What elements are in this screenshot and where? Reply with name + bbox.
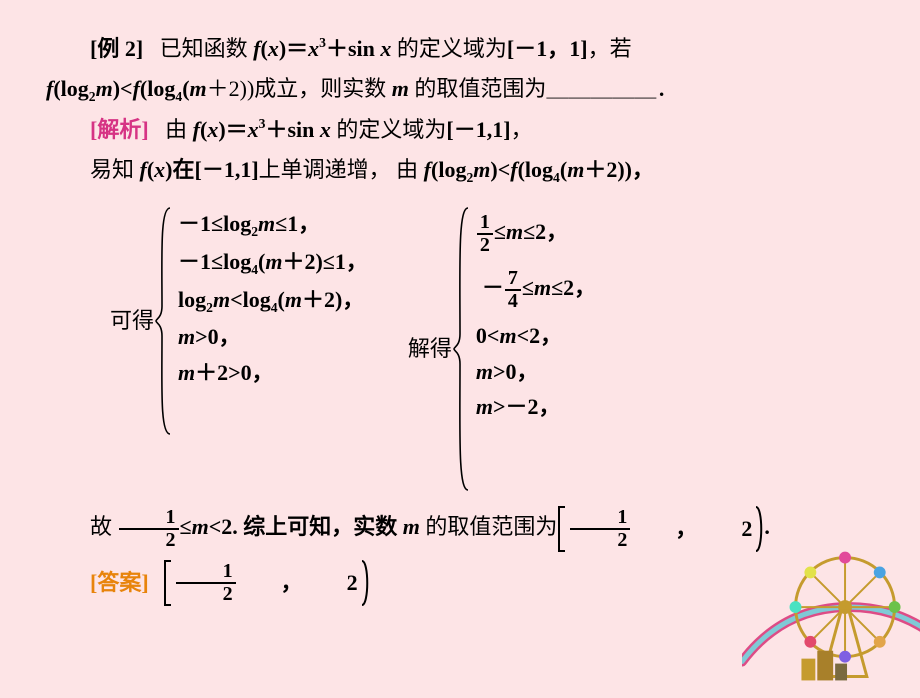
example-label: [例 2]: [90, 36, 143, 61]
answer-line: [答案] 12，2: [46, 560, 874, 606]
analysis-line1: [解析] 由 f(x)＝x3＋sin x 的定义域为[－1,1]，: [46, 113, 874, 147]
left-brace-icon: [154, 206, 172, 436]
problem-line2: f(log2m)<f(log4(m＋2))成立，则实数 m 的取值范围为＿＿＿＿…: [46, 72, 874, 107]
right-brace-icon: [452, 206, 470, 492]
right-paren-icon: [754, 506, 764, 552]
left-bracket-icon: [163, 560, 173, 606]
left-bracket-icon: [557, 506, 567, 552]
conclusion-line: 故 12≤m<2. 综上可知，实数 m 的取值范围为 12，2 .: [46, 506, 874, 552]
systems-row: 可得 －1≤log2m≤1， －1≤log4(m＋2)≤1， log2m<log…: [46, 206, 874, 492]
right-paren-icon: [360, 560, 370, 606]
right-system: 解得 12≤m≤2， －74≤m≤2， 0<m<2， m>0， m>－2，: [408, 206, 602, 492]
problem-line1: [例 2] 已知函数 f(x)＝x3＋sin x 的定义域为[－1，1]，若: [46, 32, 874, 66]
interval-1: 12，2: [557, 506, 764, 552]
interval-answer: 12，2: [163, 560, 370, 606]
left-system: 可得 －1≤log2m≤1， －1≤log4(m＋2)≤1， log2m<log…: [110, 206, 374, 436]
answer-label: [答案]: [46, 566, 149, 600]
analysis-label: [解析]: [90, 117, 149, 142]
analysis-line2: 易知 f(x)在[－1,1]上单调递增， 由 f(log2m)<f(log4(m…: [46, 153, 874, 188]
